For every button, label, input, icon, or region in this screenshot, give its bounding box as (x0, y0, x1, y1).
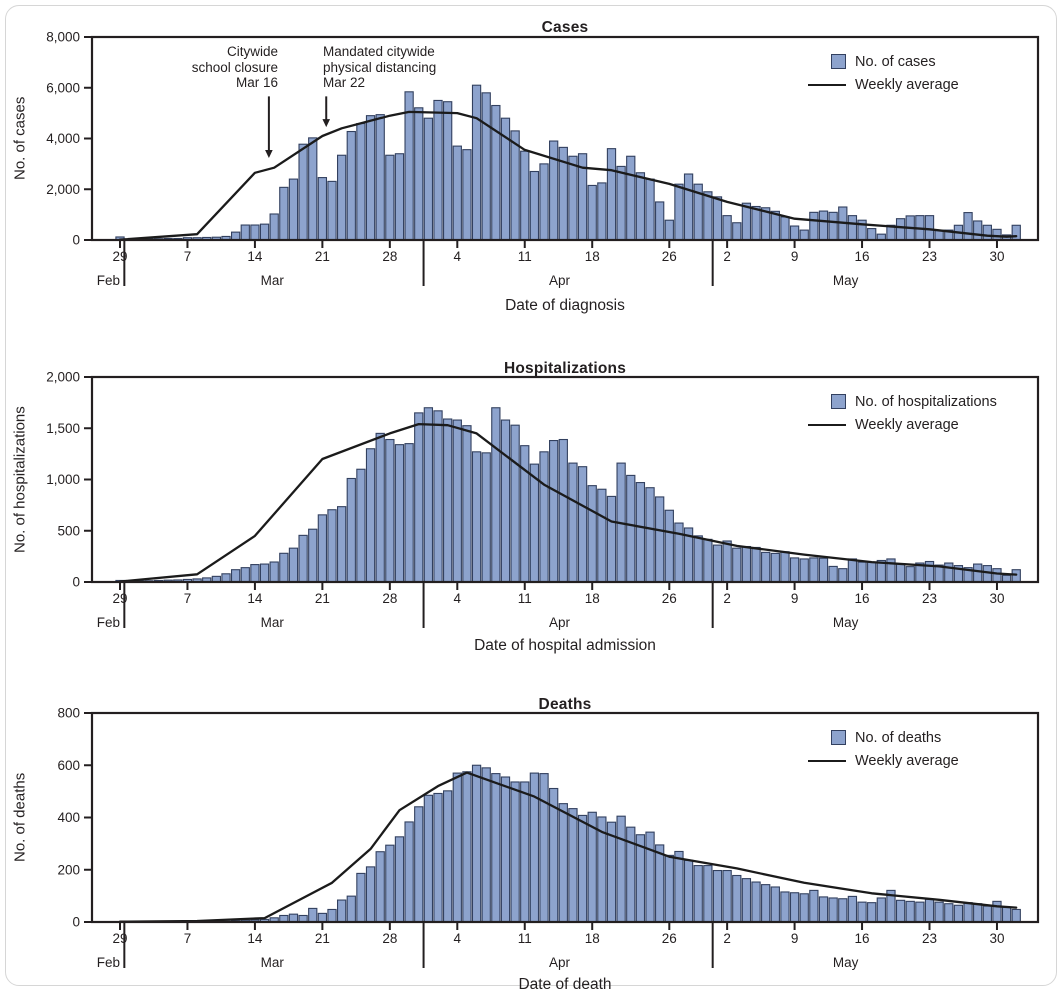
legend-label: No. of cases (855, 54, 936, 70)
svg-text:4: 4 (454, 591, 462, 606)
svg-text:Apr: Apr (549, 955, 571, 970)
svg-text:May: May (833, 955, 859, 970)
svg-text:Mar: Mar (261, 955, 285, 970)
school-closure-annotation: Citywide school closure Mar 16 (78, 44, 278, 91)
svg-text:21: 21 (315, 249, 330, 264)
svg-text:21: 21 (315, 931, 330, 946)
svg-text:Feb: Feb (97, 955, 120, 970)
svg-text:500: 500 (57, 523, 80, 538)
svg-text:1,000: 1,000 (46, 472, 80, 487)
svg-text:Feb: Feb (97, 273, 120, 288)
cases-panel-title: Cases (92, 19, 1038, 37)
svg-text:11: 11 (518, 591, 532, 606)
svg-text:7: 7 (184, 931, 192, 946)
line-swatch-icon (808, 760, 846, 762)
svg-text:Apr: Apr (549, 615, 571, 630)
svg-text:0: 0 (72, 233, 80, 248)
svg-text:9: 9 (791, 249, 799, 264)
deaths-x-axis-label: Date of death (92, 976, 1038, 994)
deaths-panel-title: Deaths (92, 696, 1038, 714)
svg-text:9: 9 (791, 591, 799, 606)
svg-text:4: 4 (454, 249, 462, 264)
svg-text:2: 2 (723, 591, 731, 606)
legend-row: Weekly average (800, 73, 1050, 96)
svg-text:11: 11 (518, 249, 532, 264)
cases-legend: No. of cases Weekly average (800, 50, 1050, 96)
svg-text:0: 0 (72, 575, 80, 590)
svg-text:26: 26 (662, 591, 677, 606)
svg-text:2: 2 (723, 931, 731, 946)
svg-text:23: 23 (922, 591, 937, 606)
legend-row: Weekly average (800, 749, 1050, 772)
bar-swatch-icon (831, 394, 846, 409)
legend-label: No. of deaths (855, 730, 941, 746)
hospitalizations-legend: No. of hospitalizations Weekly average (800, 390, 1050, 436)
legend-label: No. of hospitalizations (855, 394, 997, 410)
svg-text:16: 16 (855, 591, 870, 606)
svg-text:30: 30 (989, 591, 1004, 606)
svg-text:30: 30 (989, 931, 1004, 946)
bar-swatch-icon (831, 54, 846, 69)
legend-label: Weekly average (855, 77, 959, 93)
svg-text:0: 0 (72, 915, 80, 930)
svg-text:18: 18 (585, 931, 600, 946)
hospitalizations-panel-title: Hospitalizations (92, 360, 1038, 378)
svg-text:11: 11 (518, 931, 532, 946)
svg-text:28: 28 (382, 249, 397, 264)
hospitalizations-x-axis-label: Date of hospital admission (92, 637, 1038, 655)
svg-text:2,000: 2,000 (46, 182, 80, 197)
legend-row: No. of cases (800, 50, 1050, 73)
svg-text:4: 4 (454, 931, 462, 946)
deaths-legend: No. of deaths Weekly average (800, 726, 1050, 772)
svg-text:30: 30 (989, 249, 1004, 264)
svg-text:Mar: Mar (261, 273, 285, 288)
svg-text:9: 9 (791, 931, 799, 946)
svg-text:600: 600 (57, 758, 80, 773)
svg-text:18: 18 (585, 591, 600, 606)
svg-text:28: 28 (382, 931, 397, 946)
svg-text:May: May (833, 615, 859, 630)
svg-text:28: 28 (382, 591, 397, 606)
legend-row: No. of deaths (800, 726, 1050, 749)
svg-text:May: May (833, 273, 859, 288)
deaths-y-axis-label: No. of deaths (10, 713, 30, 922)
svg-text:200: 200 (57, 862, 80, 877)
legend-row: Weekly average (800, 413, 1050, 436)
legend-row: No. of hospitalizations (800, 390, 1050, 413)
cases-y-axis-label: No. of cases (10, 37, 30, 240)
svg-text:14: 14 (247, 249, 263, 264)
svg-text:6,000: 6,000 (46, 80, 80, 95)
line-swatch-icon (808, 424, 846, 426)
svg-text:2,000: 2,000 (46, 370, 80, 385)
svg-text:21: 21 (315, 591, 330, 606)
svg-text:2: 2 (723, 249, 731, 264)
svg-text:Feb: Feb (97, 615, 120, 630)
svg-text:Apr: Apr (549, 273, 571, 288)
svg-text:14: 14 (247, 591, 263, 606)
svg-text:16: 16 (855, 249, 870, 264)
svg-text:7: 7 (184, 249, 192, 264)
svg-text:1,500: 1,500 (46, 421, 80, 436)
cases-x-axis-label: Date of diagnosis (92, 297, 1038, 315)
legend-label: Weekly average (855, 417, 959, 433)
svg-text:23: 23 (922, 249, 937, 264)
svg-text:8,000: 8,000 (46, 30, 80, 45)
legend-label: Weekly average (855, 753, 959, 769)
hospitalizations-y-axis-label: No. of hospitalizations (10, 377, 30, 582)
svg-text:Mar: Mar (261, 615, 285, 630)
svg-text:400: 400 (57, 810, 80, 825)
svg-text:4,000: 4,000 (46, 131, 80, 146)
line-swatch-icon (808, 84, 846, 86)
svg-text:14: 14 (247, 931, 263, 946)
bar-swatch-icon (831, 730, 846, 745)
svg-text:800: 800 (57, 706, 80, 721)
svg-text:23: 23 (922, 931, 937, 946)
svg-text:26: 26 (662, 249, 677, 264)
svg-text:7: 7 (184, 591, 192, 606)
svg-text:26: 26 (662, 931, 677, 946)
svg-text:16: 16 (855, 931, 870, 946)
physical-distancing-annotation: Mandated citywide physical distancing Ma… (323, 44, 543, 91)
svg-text:18: 18 (585, 249, 600, 264)
